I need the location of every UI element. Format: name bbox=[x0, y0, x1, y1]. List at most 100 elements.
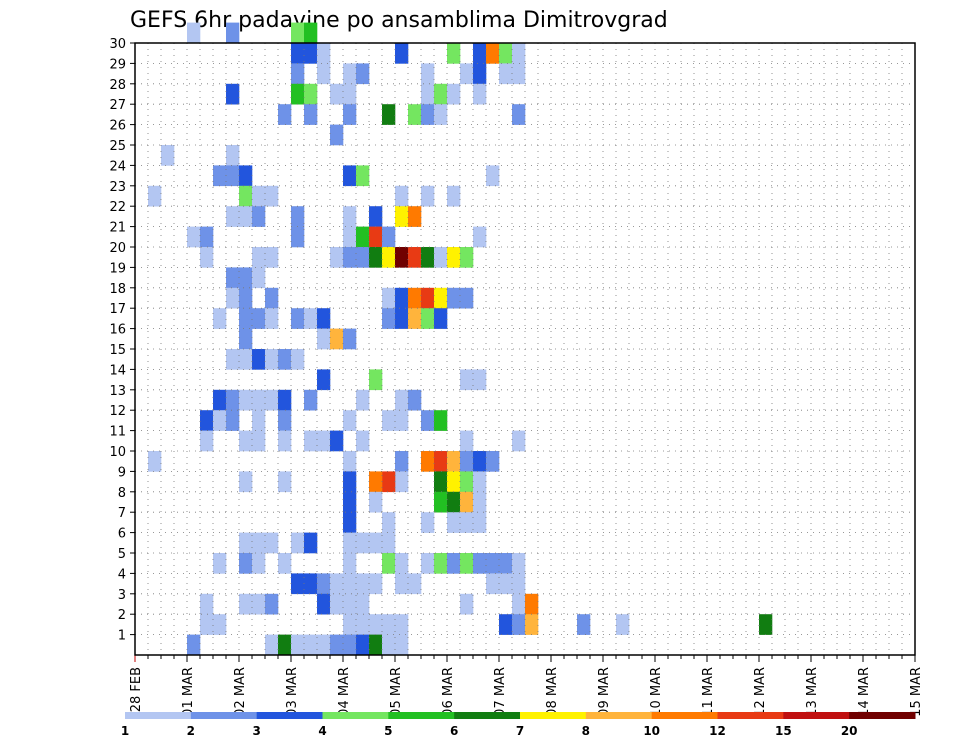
precip-cell bbox=[499, 553, 513, 574]
precip-cell bbox=[447, 247, 461, 268]
precip-cell bbox=[330, 83, 344, 105]
precip-cell bbox=[343, 593, 357, 615]
precip-cell bbox=[330, 634, 344, 656]
precip-cell bbox=[226, 165, 240, 187]
precip-cell bbox=[213, 614, 227, 635]
precip-cell bbox=[343, 451, 357, 472]
precip-cell bbox=[226, 267, 240, 289]
y-tick-label: 12 bbox=[109, 404, 126, 419]
precip-cell bbox=[382, 553, 396, 574]
precip-cell bbox=[304, 308, 318, 329]
precip-cell bbox=[382, 532, 396, 554]
plot-frame bbox=[134, 42, 916, 656]
precip-cell bbox=[395, 43, 409, 64]
precip-cell bbox=[226, 287, 240, 309]
y-tick-label: 14 bbox=[109, 363, 126, 378]
precip-cell bbox=[460, 512, 474, 533]
precip-cell bbox=[395, 206, 409, 227]
precip-cell bbox=[304, 573, 318, 595]
x-tick-label: 13 MAR bbox=[805, 667, 820, 717]
precip-cell bbox=[291, 226, 305, 248]
precip-cell bbox=[226, 206, 240, 227]
precip-cell bbox=[356, 389, 370, 411]
colorbar-swatch bbox=[585, 712, 653, 719]
precip-cell bbox=[382, 614, 396, 635]
precip-cell bbox=[382, 226, 396, 248]
precip-cell bbox=[265, 389, 279, 411]
y-tick-label: 25 bbox=[109, 139, 126, 154]
precip-cell bbox=[382, 634, 396, 656]
precip-cell bbox=[421, 410, 435, 431]
precip-cell bbox=[200, 410, 214, 431]
precip-cell bbox=[265, 532, 279, 554]
precip-cell bbox=[343, 410, 357, 431]
precip-cell bbox=[317, 43, 331, 64]
precip-cell bbox=[460, 287, 474, 309]
colorbar-swatch bbox=[454, 712, 521, 719]
colorbar-swatch bbox=[717, 712, 784, 719]
precip-cell bbox=[304, 430, 318, 452]
precip-cell bbox=[226, 145, 240, 166]
precip-cell bbox=[356, 226, 370, 248]
precip-cell bbox=[434, 410, 448, 431]
precip-cell bbox=[447, 287, 461, 309]
precip-cell bbox=[395, 451, 409, 472]
precip-cell bbox=[460, 369, 474, 391]
y-tick-label: 23 bbox=[109, 180, 126, 195]
x-tick-label: 28 FEB bbox=[129, 667, 144, 712]
precip-cell bbox=[382, 287, 396, 309]
colorbar-label: 4 bbox=[318, 724, 326, 738]
precip-cell bbox=[382, 410, 396, 431]
precip-cell bbox=[291, 573, 305, 595]
y-tick-label: 30 bbox=[109, 37, 126, 52]
x-tick-label: 09 MAR bbox=[597, 667, 612, 717]
precip-cell bbox=[369, 471, 383, 493]
precip-cell bbox=[356, 573, 370, 595]
precip-cell bbox=[317, 573, 331, 595]
precip-cell bbox=[239, 206, 253, 227]
precip-cell bbox=[213, 410, 227, 431]
precip-cell bbox=[473, 451, 487, 472]
precip-cell bbox=[304, 532, 318, 554]
precip-cell bbox=[278, 634, 292, 656]
colorbar-label: 8 bbox=[582, 724, 590, 738]
colorbar-swatch bbox=[849, 712, 916, 719]
precip-cell bbox=[330, 430, 344, 452]
precip-cell bbox=[265, 247, 279, 268]
precip-cell bbox=[512, 593, 526, 615]
precip-cell bbox=[382, 308, 396, 329]
precip-cell bbox=[343, 247, 357, 268]
precip-cell bbox=[512, 573, 526, 595]
precip-cell bbox=[239, 328, 253, 350]
precip-cell bbox=[434, 104, 448, 125]
precip-cell bbox=[187, 226, 201, 248]
precip-cell bbox=[460, 430, 474, 452]
precip-cell bbox=[421, 63, 435, 85]
precip-cell bbox=[252, 308, 266, 329]
precip-cell bbox=[447, 43, 461, 64]
precip-cell bbox=[330, 573, 344, 595]
precip-cell bbox=[434, 287, 448, 309]
y-tick-label: 16 bbox=[109, 323, 126, 338]
precip-cell bbox=[486, 573, 500, 595]
precip-cell bbox=[291, 43, 305, 64]
y-tick-label: 4 bbox=[118, 567, 126, 582]
precip-cell bbox=[356, 634, 370, 656]
precip-cell bbox=[343, 491, 357, 513]
y-tick-label: 7 bbox=[118, 506, 126, 521]
precip-cell bbox=[499, 614, 513, 635]
precip-cell bbox=[382, 471, 396, 493]
precip-cell bbox=[239, 430, 253, 452]
y-tick-label: 20 bbox=[109, 241, 126, 256]
colorbar-swatch bbox=[256, 712, 323, 719]
precip-cell bbox=[460, 451, 474, 472]
y-tick-label: 15 bbox=[109, 343, 126, 358]
x-tick-label: 04 MAR bbox=[337, 667, 352, 717]
precip-cells bbox=[148, 22, 773, 656]
precip-cell bbox=[369, 369, 383, 391]
x-tick-label: 11 MAR bbox=[701, 667, 716, 717]
precip-cell bbox=[434, 247, 448, 268]
precip-cell bbox=[304, 634, 318, 656]
colorbar-label: 10 bbox=[643, 724, 660, 738]
precip-cell bbox=[421, 185, 435, 207]
